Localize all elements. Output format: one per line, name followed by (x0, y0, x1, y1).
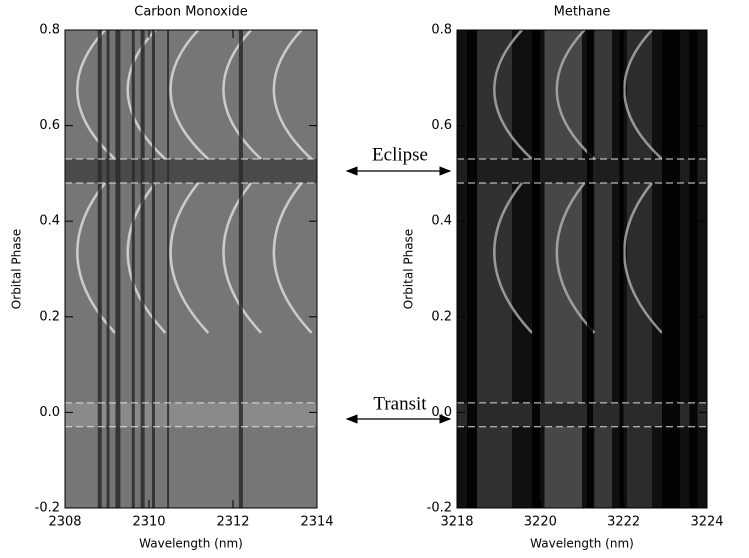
absorption-line (167, 30, 170, 508)
plot-frame (64, 29, 318, 509)
y-tick-label: 0.0 (39, 405, 60, 420)
y-tick-label: 0.2 (431, 309, 452, 324)
phase-band (457, 402, 707, 427)
y-tick-label: 0.6 (431, 118, 452, 133)
y-axis-label: Orbital Phase (10, 229, 24, 309)
absorption-line (106, 30, 110, 508)
absorption-line (619, 30, 624, 508)
absorption-line (97, 30, 102, 508)
y-tick-label: 0.0 (431, 405, 452, 420)
absorption-line (151, 30, 155, 508)
spectral-arc (623, 182, 663, 334)
x-axis-label: Wavelength (nm) (139, 537, 243, 551)
spectral-arc (272, 29, 313, 160)
x-tick-label: 2314 (300, 515, 333, 530)
spectral-arc (493, 182, 533, 334)
x-tick-label: 2312 (216, 515, 249, 530)
x-tick-label: 2308 (48, 515, 81, 530)
absorption-line (131, 30, 135, 508)
absorption-line (140, 30, 145, 508)
spectral-arc (493, 29, 533, 160)
absorption-line (689, 30, 698, 508)
x-tick-label: 3224 (690, 515, 723, 530)
absorption-line (662, 30, 680, 508)
y-tick-label: 0.8 (39, 23, 60, 38)
y-tick-label: 0.6 (39, 118, 60, 133)
spectral-arc (272, 182, 313, 334)
phase-band (457, 159, 707, 183)
spectral-arc (623, 29, 663, 160)
absorption-line (587, 30, 593, 508)
y-tick-label: 0.8 (431, 23, 452, 38)
phase-band (65, 159, 317, 183)
absorption-line (115, 30, 121, 508)
absorption-line (467, 30, 477, 508)
chart-title: Methane (554, 5, 611, 20)
spectral-arc (169, 29, 210, 160)
spectral-arc (222, 182, 263, 334)
absorption-line (532, 30, 540, 508)
x-tick-label: 3220 (524, 515, 557, 530)
x-tick-label: 2310 (132, 515, 165, 530)
heatmap-region (627, 30, 652, 508)
y-tick-label: 0.4 (39, 214, 60, 229)
phase-band (65, 402, 317, 427)
y-tick-label: -0.2 (35, 501, 60, 516)
x-tick-label: 3218 (440, 515, 473, 530)
spectral-arc (555, 182, 596, 334)
y-axis-label: Orbital Phase (402, 229, 416, 309)
x-tick-label: 3222 (607, 515, 640, 530)
annotation: Eclipse (372, 144, 428, 165)
absorption-line (238, 30, 243, 508)
heatmap-region (594, 30, 612, 508)
plot-frame (456, 29, 708, 509)
heatmap (457, 29, 707, 508)
y-tick-label: 0.4 (431, 214, 452, 229)
spectral-arc (555, 29, 596, 160)
spectral-arc (169, 182, 210, 334)
heatmap (65, 29, 317, 508)
heatmap-region (544, 30, 582, 508)
y-tick-label: 0.2 (39, 309, 60, 324)
y-tick-label: -0.2 (427, 501, 452, 516)
chart-title: Carbon Monoxide (134, 5, 247, 20)
x-axis-label: Wavelength (nm) (530, 537, 634, 551)
annotation: Transit (373, 393, 427, 414)
heatmap-background (65, 30, 317, 508)
heatmap-region (477, 30, 512, 508)
